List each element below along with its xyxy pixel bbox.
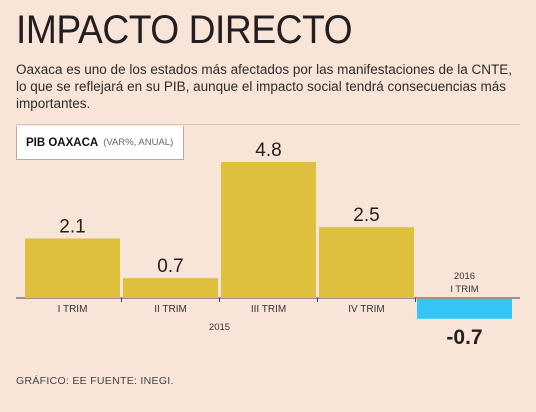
bar <box>123 278 218 298</box>
chart-title-box: PIB OAXACA (VAR%, ANUAL) <box>16 126 184 160</box>
bar <box>221 162 316 298</box>
bar <box>25 238 120 298</box>
tick-label: I TRIM <box>450 284 478 295</box>
tick-label: I TRIM <box>58 304 88 315</box>
data-label: 2.5 <box>353 205 379 226</box>
tick-label: IV TRIM <box>348 304 384 315</box>
tick-label: II TRIM <box>154 304 187 315</box>
data-label: 0.7 <box>157 256 183 277</box>
tick-label: III TRIM <box>251 304 286 315</box>
headline: IMPACTO DIRECTO <box>16 8 353 52</box>
year-label: 2016 <box>454 271 475 282</box>
source-credit: GRÁFICO: EE FUENTE: INEGI. <box>16 375 174 387</box>
lede-paragraph: Oaxaca es uno de los estados más afectad… <box>16 62 513 111</box>
bar <box>417 299 512 319</box>
chart-title: PIB OAXACA <box>26 136 99 149</box>
bar <box>319 227 414 298</box>
data-label: 2.1 <box>59 217 85 238</box>
chart-subtitle: (VAR%, ANUAL) <box>103 137 174 148</box>
year-label: 2015 <box>209 322 230 333</box>
divider <box>16 124 520 125</box>
data-label: 4.8 <box>255 140 281 161</box>
data-label: -0.7 <box>446 326 482 349</box>
